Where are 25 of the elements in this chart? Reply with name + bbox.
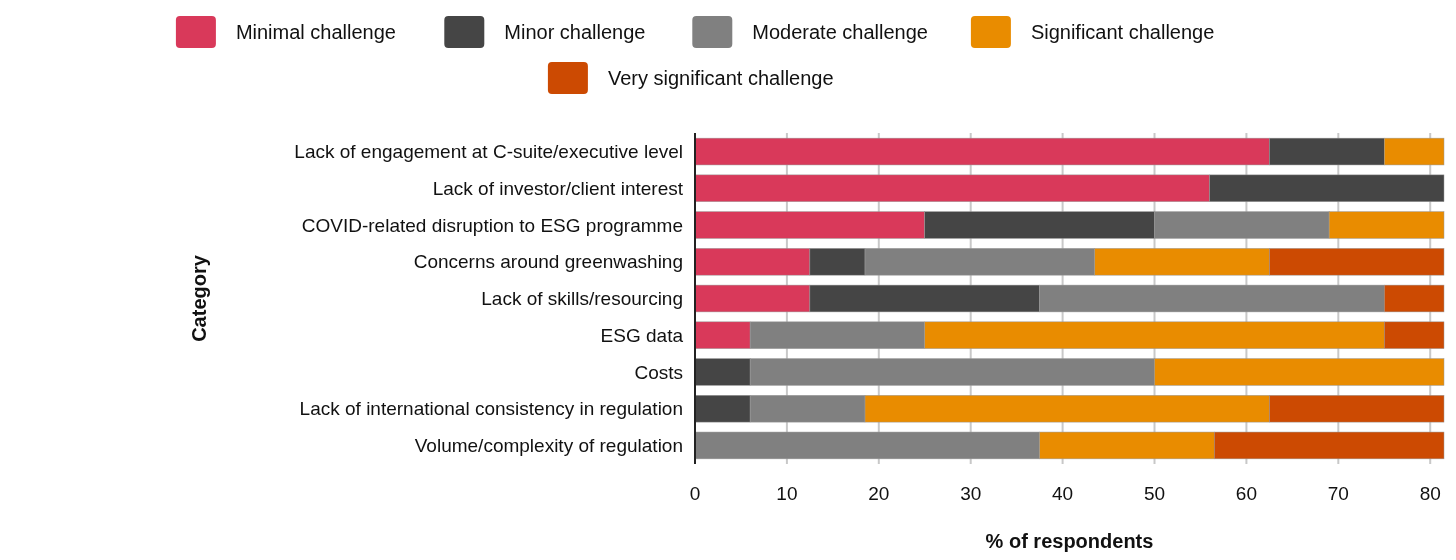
x-tick-label: 60 bbox=[1235, 483, 1257, 504]
x-tick-label: 70 bbox=[1327, 483, 1349, 504]
y-tick-label: Concerns around greenwashing bbox=[413, 251, 683, 273]
x-axis-title: % of respondents bbox=[985, 530, 1154, 552]
x-tick-label: 10 bbox=[776, 483, 798, 504]
y-tick-label: Lack of international consistency in regulation bbox=[299, 398, 683, 420]
legend-label: Very significant challenge bbox=[607, 67, 834, 89]
x-tick-label: 80 bbox=[1419, 483, 1441, 504]
x-tick-label: 0 bbox=[689, 483, 701, 504]
y-tick-label: Costs bbox=[634, 361, 683, 383]
legend-label: Moderate challenge bbox=[752, 21, 928, 43]
y-tick-label: Lack of engagement at C-suite/executive level bbox=[294, 141, 683, 163]
y-tick-label: Lack of skills/resourcing bbox=[481, 288, 683, 310]
x-tick-label: 20 bbox=[868, 483, 890, 504]
y-axis-title: Category bbox=[187, 254, 210, 342]
y-tick-label: ESG data bbox=[600, 324, 684, 346]
y-tick-label: Volume/complexity of regulation bbox=[414, 435, 683, 457]
legend-label: Significant challenge bbox=[1030, 21, 1215, 43]
x-tick-label: 30 bbox=[960, 483, 982, 504]
legend-label: Minimal challenge bbox=[235, 21, 396, 43]
x-tick-label: 50 bbox=[1143, 483, 1166, 504]
legend-label: Minor challenge bbox=[504, 21, 646, 43]
y-tick-label: COVID-related disruption to ESG programme bbox=[301, 214, 683, 236]
y-tick-label: Lack of investor/client interest bbox=[432, 177, 684, 199]
x-tick-label: 40 bbox=[1052, 483, 1074, 504]
